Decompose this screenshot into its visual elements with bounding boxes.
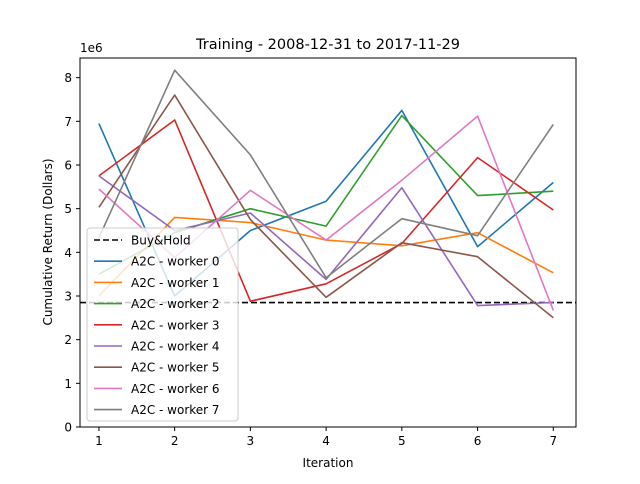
- y-tick-label: 7: [64, 115, 72, 129]
- y-tick-label: 4: [64, 246, 72, 260]
- y-axis-offset-label: 1e6: [80, 41, 103, 55]
- chart-title: Training - 2008-12-31 to 2017-11-29: [195, 37, 460, 53]
- legend-box: [86, 227, 239, 422]
- legend-label: A2C - worker 5: [131, 361, 220, 375]
- series-line-worker-3: [98, 119, 554, 303]
- x-tick-label: 6: [474, 434, 482, 448]
- y-tick-label: 8: [64, 71, 72, 85]
- x-tick-label: 1: [95, 434, 103, 448]
- y-tick-label: 3: [64, 289, 72, 303]
- y-tick-label: 2: [64, 333, 72, 347]
- x-axis-label: Iteration: [303, 456, 354, 470]
- axes-frame: [79, 57, 577, 428]
- x-tick-label: 4: [322, 434, 330, 448]
- y-axis-label: Cumulative Return (Dollars): [41, 158, 55, 325]
- series-line-worker-5: [98, 94, 554, 319]
- legend-label: A2C - worker 6: [131, 382, 220, 396]
- legend-label: A2C - worker 3: [131, 318, 220, 332]
- y-tick-label: 5: [64, 202, 72, 216]
- x-tick-label: 2: [171, 434, 179, 448]
- legend-label: A2C - worker 2: [131, 297, 220, 311]
- series-line-worker-7: [98, 69, 554, 279]
- y-tick-label: 6: [64, 158, 72, 172]
- y-tick-label: 0: [64, 421, 72, 435]
- legend-label: A2C - worker 0: [131, 255, 220, 269]
- x-tick-label: 7: [549, 434, 557, 448]
- legend-label: Buy&Hold: [131, 234, 191, 248]
- x-tick-label: 3: [247, 434, 255, 448]
- legend: Buy&Hold A2C - worker 0 A2C - worker 1 A2C …: [86, 227, 239, 422]
- legend-label: A2C - worker 4: [131, 340, 220, 354]
- axis-ticks: 1 2 3 4 5 6 7 0 1 2 3 4 5 6 7 8: [64, 71, 557, 448]
- legend-label: A2C - worker 1: [131, 276, 220, 290]
- x-tick-label: 5: [398, 434, 406, 448]
- y-tick-label: 1: [64, 377, 72, 391]
- legend-label: A2C - worker 7: [131, 403, 220, 417]
